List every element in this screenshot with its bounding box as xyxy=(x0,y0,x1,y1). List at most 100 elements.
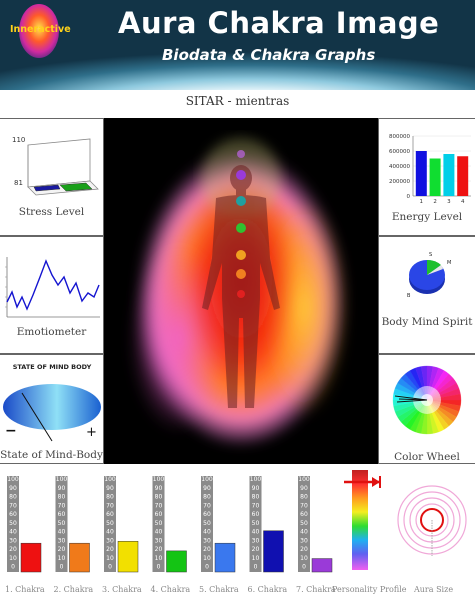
energy-bar xyxy=(429,158,441,196)
chakra-scale-label: 0 xyxy=(254,564,258,571)
chakra-bar xyxy=(263,530,284,573)
chakra-scale-label: 40 xyxy=(9,529,17,536)
chakra-scale-label: 0 xyxy=(205,564,209,571)
energy-category-label: 2 xyxy=(433,199,437,205)
energy-bar xyxy=(415,151,427,196)
chakra-label: 1. Chakra xyxy=(5,585,45,594)
body-mind-spirit-panel[interactable]: S M B Body Mind Spirit xyxy=(378,236,475,354)
chakra-scale-label: 30 xyxy=(300,537,308,544)
chakra-scale-label: 100 xyxy=(104,476,116,483)
stress-axis-max: 110 xyxy=(12,136,25,144)
chakra-scale-label: 90 xyxy=(9,485,17,492)
chakra-scale-label: 90 xyxy=(300,485,308,492)
chakra-scale-label: 100 xyxy=(7,476,19,483)
chakra-scale-label: 60 xyxy=(106,511,114,518)
chakra-scale-label: 50 xyxy=(106,520,114,527)
color-wheel-label: Color Wheel xyxy=(394,451,460,463)
chakra-scale-label: 10 xyxy=(300,555,308,562)
chakra-bar xyxy=(20,542,42,573)
chakra-bar xyxy=(214,542,236,573)
chakra-scale-label: 20 xyxy=(203,546,211,553)
chakra-scale-label: 80 xyxy=(106,494,114,501)
chakra-scale-label: 0 xyxy=(11,564,15,571)
app-title: Aura Chakra Image xyxy=(118,6,440,40)
energy-bar xyxy=(457,156,469,196)
chakra-bar xyxy=(69,542,90,573)
chakra-scale-label: 80 xyxy=(9,494,17,501)
chakra-points xyxy=(236,150,246,298)
color-wheel-pointer xyxy=(398,398,428,401)
header: Inneractive Aura Chakra Image Biodata & … xyxy=(0,0,475,90)
energy-category-label: 3 xyxy=(447,199,451,205)
chakra-scale-label: 70 xyxy=(300,502,308,509)
chakra-scale-label: 50 xyxy=(155,520,163,527)
emotiometer-label: Emotiometer xyxy=(16,326,87,338)
personality-spectrum xyxy=(352,470,368,570)
chakra-scale-label: 30 xyxy=(203,537,211,544)
chakra-scale-column xyxy=(249,476,262,572)
chakra-scale-label: 0 xyxy=(60,564,64,571)
chakra-label: 4. Chakra xyxy=(150,585,191,594)
state-of-mind-chart: STATE OF MIND BODY − + xyxy=(3,363,101,442)
chakra-bar xyxy=(166,550,187,573)
chakra-scale-label: 80 xyxy=(203,494,211,501)
slice-label-m: M xyxy=(447,260,451,266)
chakra-scale-label: 60 xyxy=(9,511,17,518)
chakra-scale-label: 70 xyxy=(9,502,17,509)
chakra-scale-label: 90 xyxy=(155,485,163,492)
chakra-scale-label: 20 xyxy=(9,546,17,553)
chakra-scale-label: 30 xyxy=(9,537,17,544)
chakra-scale-label: 70 xyxy=(106,502,114,509)
chakra-scale-label: 70 xyxy=(252,502,260,509)
stress-level-panel[interactable]: 110 81 Stress Level xyxy=(0,118,104,236)
chakra-scale-label: 40 xyxy=(106,529,114,536)
chakra-bars-section: 100 90 80 70 60 50 40 30 20 10 0 100 90 80 70 60 50 40 30 2… xyxy=(0,464,475,598)
chakra-bar xyxy=(117,541,139,573)
aura-size-label: Aura Size xyxy=(414,585,454,594)
chakra-scale-label: 70 xyxy=(58,502,66,509)
chakra-scale-label: 80 xyxy=(58,494,66,501)
emotiometer-chart xyxy=(5,257,100,318)
chakra-scale-label: 10 xyxy=(106,555,114,562)
chakra-scale-label: 60 xyxy=(203,511,211,518)
chakra-scale-column xyxy=(7,476,19,572)
slice-label-s: S xyxy=(429,252,432,258)
chakra-scale-label: 60 xyxy=(58,511,66,518)
chakra-scale-label: 90 xyxy=(106,485,114,492)
logo-text: Inneractive xyxy=(10,24,71,35)
energy-category-label: 1 xyxy=(420,199,424,205)
chakra-bar xyxy=(311,558,333,573)
energy-tick-label: 600000 xyxy=(389,149,410,155)
chakra-scale-label: 30 xyxy=(58,537,66,544)
aura-size-ring xyxy=(409,497,455,543)
energy-level-label: Energy Level xyxy=(391,211,463,223)
chakra-scale-label: 50 xyxy=(58,520,66,527)
chakra-scale-label: 20 xyxy=(300,546,308,553)
chakra-scale-label: 20 xyxy=(155,546,163,553)
chakra-scale-label: 60 xyxy=(300,511,308,518)
chakra-label: 6. Chakra xyxy=(247,585,288,594)
chakra-label: 5. Chakra xyxy=(199,585,239,594)
chakra-scale-label: 20 xyxy=(58,546,66,553)
aura-figure xyxy=(129,138,349,444)
stress-axis-min: 81 xyxy=(14,179,23,187)
chakra-scale-label: 50 xyxy=(252,520,260,527)
chakra-scale-label: 0 xyxy=(302,564,306,571)
chakra-scale-label: 20 xyxy=(252,546,260,553)
chakra-scale-label: 40 xyxy=(252,529,260,536)
chakra-scale-label: 80 xyxy=(155,494,163,501)
color-wheel-chart xyxy=(392,365,462,435)
emotiometer-panel[interactable]: Emotiometer xyxy=(0,236,104,354)
state-of-mind-panel[interactable]: STATE OF MIND BODY − + State of Mind-Bod… xyxy=(0,354,104,464)
energy-level-chart: 800000 600000 400000 200000 0 1 2 3 4 xyxy=(389,134,471,205)
chakra-scale-label: 90 xyxy=(252,485,260,492)
chakra-scale-label: 40 xyxy=(155,529,163,536)
state-of-mind-caption: STATE OF MIND BODY xyxy=(13,363,92,371)
chakra-scale-label: 100 xyxy=(153,476,165,483)
color-wheel-panel[interactable]: Color Wheel xyxy=(378,354,475,464)
body-mind-spirit-label: Body Mind Spirit xyxy=(381,316,473,328)
chakra-scale-label: 40 xyxy=(58,529,66,536)
energy-bar xyxy=(443,154,455,196)
energy-level-panel[interactable]: 800000 600000 400000 200000 0 1 2 3 4 Energy Lev… xyxy=(378,118,475,236)
inneractive-logo xyxy=(19,4,59,58)
